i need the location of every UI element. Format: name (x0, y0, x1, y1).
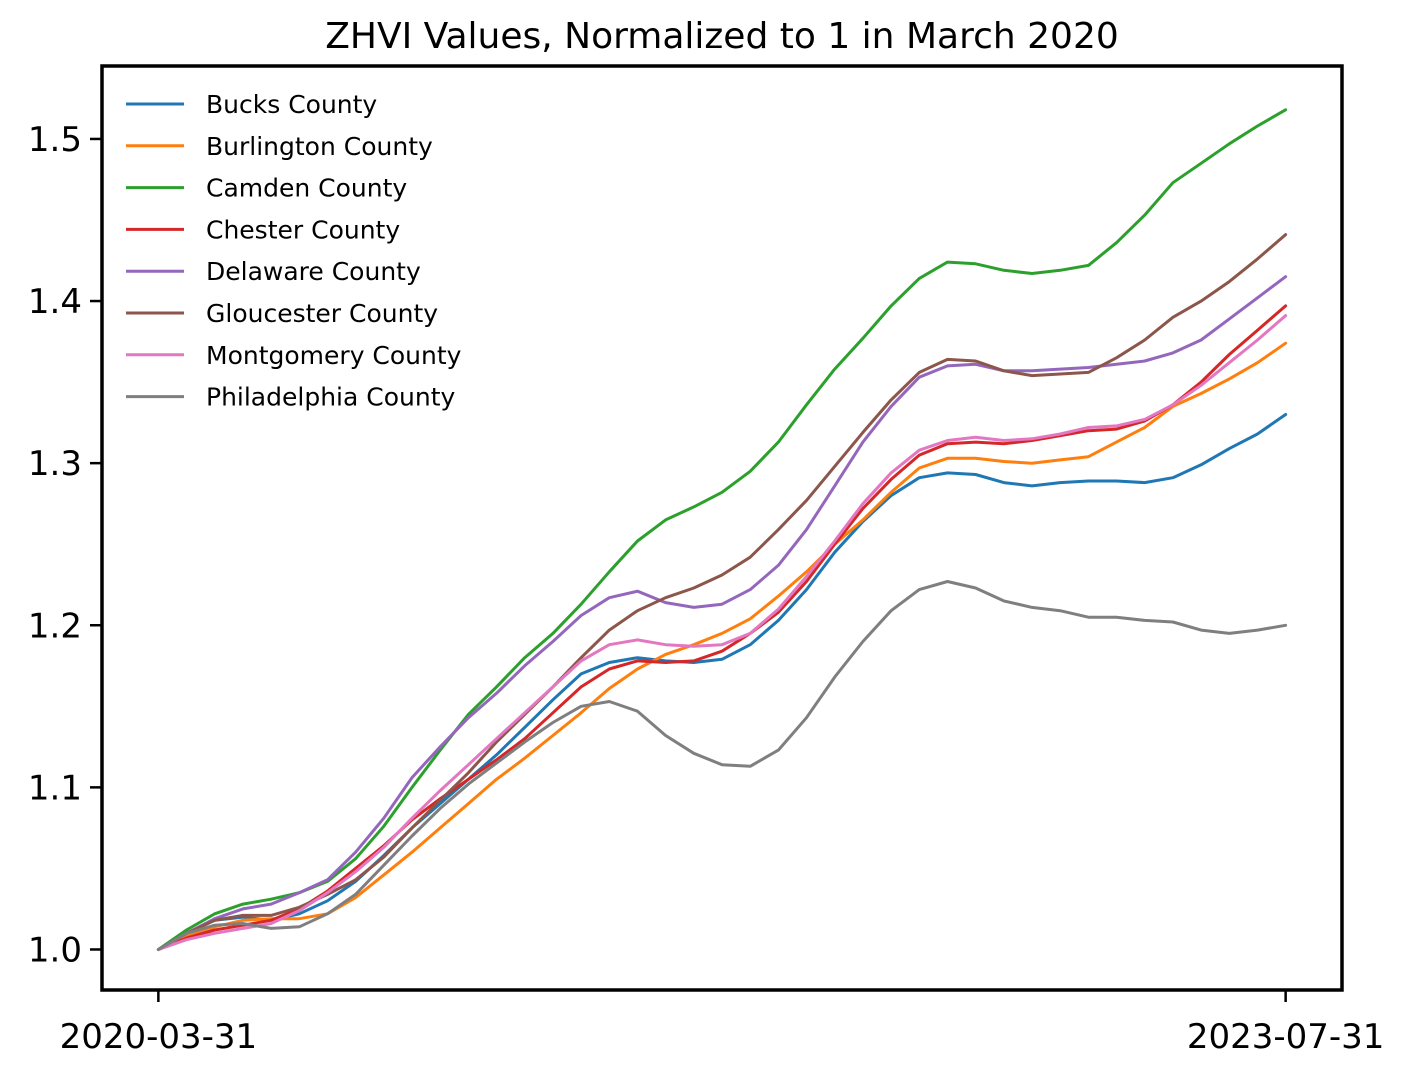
y-tick-label: 1.4 (28, 282, 82, 322)
x-tick-label: 2023-07-31 (1187, 1017, 1385, 1057)
y-tick-label: 1.3 (28, 444, 82, 484)
series-line-montgomery-county (156, 314, 1288, 951)
y-tick-label: 1.2 (28, 606, 82, 646)
y-tick-label: 1.5 (28, 120, 82, 160)
legend-label: Burlington County (206, 132, 433, 161)
legend-label: Philadelphia County (206, 383, 455, 412)
series-line-burlington-county (156, 341, 1288, 951)
series-line-delaware-county (156, 275, 1288, 951)
legend-label: Montgomery County (206, 341, 462, 370)
axes-frame (100, 64, 1344, 992)
x-tick-label: 2020-03-31 (60, 1017, 258, 1057)
chart-title: ZHVI Values, Normalized to 1 in March 20… (325, 16, 1119, 57)
y-tick-label: 1.0 (28, 930, 82, 970)
legend-label: Camden County (206, 174, 407, 203)
y-tick-label: 1.1 (28, 768, 82, 808)
series-line-chester-county (156, 304, 1288, 951)
series-line-gloucester-county (156, 233, 1288, 951)
legend-label: Chester County (206, 215, 400, 244)
series-line-bucks-county (156, 413, 1288, 951)
legend-label: Delaware County (206, 257, 421, 286)
legend: Bucks County Burlington County Camden Coun… (126, 90, 462, 412)
legend-label: Gloucester County (206, 299, 438, 328)
legend-label: Bucks County (206, 90, 377, 119)
series-line-camden-county (156, 108, 1288, 951)
plot-area (156, 108, 1288, 951)
axis-ticks: 1.0 1.1 1.2 1.3 1.4 1.5 2020-03-31 2023-07-31 (28, 120, 1385, 1057)
series-line-philadelphia-county (156, 580, 1288, 951)
